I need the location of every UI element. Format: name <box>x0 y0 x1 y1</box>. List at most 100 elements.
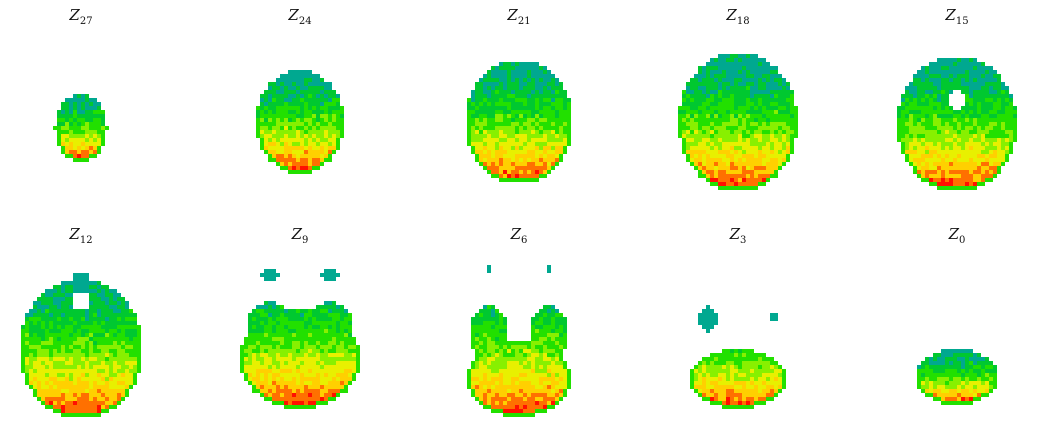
voxel <box>714 130 718 134</box>
voxel <box>905 110 909 114</box>
voxel <box>97 142 101 146</box>
voxel <box>344 377 348 381</box>
voxel <box>312 106 316 110</box>
voxel <box>57 333 61 337</box>
voxel <box>551 98 555 102</box>
voxel <box>945 134 949 138</box>
voxel <box>77 273 81 277</box>
voxel <box>981 122 985 126</box>
voxel <box>762 86 766 90</box>
voxel <box>276 98 280 102</box>
voxel <box>754 174 758 178</box>
voxel <box>989 166 993 170</box>
voxel <box>33 317 37 321</box>
voxel <box>256 130 260 134</box>
voxel <box>324 122 328 126</box>
voxel <box>790 150 794 154</box>
voxel <box>65 409 69 413</box>
voxel <box>57 329 61 333</box>
voxel <box>973 126 977 130</box>
voxel <box>260 321 264 325</box>
voxel <box>503 170 507 174</box>
voxel <box>933 154 937 158</box>
voxel <box>475 365 479 369</box>
voxel <box>535 150 539 154</box>
voxel <box>495 118 499 122</box>
voxel <box>766 74 770 78</box>
voxel <box>945 130 949 134</box>
voxel <box>957 142 961 146</box>
voxel <box>738 126 742 130</box>
voxel <box>129 325 133 329</box>
voxel <box>73 337 77 341</box>
voxel <box>304 150 308 154</box>
voxel <box>961 162 965 166</box>
voxel <box>272 82 276 86</box>
voxel <box>332 365 336 369</box>
voxel <box>93 413 97 417</box>
voxel <box>495 317 499 321</box>
voxel <box>304 401 308 405</box>
voxel <box>778 98 782 102</box>
voxel <box>722 54 726 58</box>
voxel <box>113 373 117 377</box>
voxel <box>997 166 1001 170</box>
voxel <box>503 82 507 86</box>
voxel <box>89 118 93 122</box>
voxel <box>555 401 559 405</box>
voxel <box>503 413 507 417</box>
voxel <box>738 106 742 110</box>
voxel <box>304 389 308 393</box>
voxel <box>499 146 503 150</box>
voxel <box>77 317 81 321</box>
voxel <box>344 369 348 373</box>
voxel <box>937 110 941 114</box>
voxel <box>774 130 778 134</box>
voxel <box>81 150 85 154</box>
voxel <box>531 154 535 158</box>
voxel <box>953 110 957 114</box>
voxel <box>515 70 519 74</box>
voxel <box>53 409 57 413</box>
voxel <box>316 114 320 118</box>
voxel <box>288 377 292 381</box>
voxel <box>85 130 89 134</box>
voxel <box>543 309 547 313</box>
voxel <box>352 337 356 341</box>
voxel <box>491 381 495 385</box>
voxel <box>479 349 483 353</box>
voxel <box>316 345 320 349</box>
voxel <box>551 146 555 150</box>
voxel <box>981 130 985 134</box>
voxel <box>300 313 304 317</box>
voxel <box>515 341 519 345</box>
voxel <box>61 102 65 106</box>
voxel <box>344 341 348 345</box>
voxel <box>300 166 304 170</box>
voxel <box>925 146 929 150</box>
voxel <box>491 377 495 381</box>
voxel <box>117 293 121 297</box>
voxel <box>949 146 953 150</box>
voxel <box>320 321 324 325</box>
voxel <box>941 154 945 158</box>
voxel <box>471 317 475 321</box>
voxel <box>547 98 551 102</box>
voxel <box>479 317 483 321</box>
voxel <box>985 118 989 122</box>
voxel <box>543 345 547 349</box>
voxel <box>718 182 722 186</box>
voxel <box>973 146 977 150</box>
voxel <box>121 333 125 337</box>
voxel <box>109 397 113 401</box>
voxel <box>503 337 507 341</box>
voxel <box>260 114 264 118</box>
voxel <box>535 126 539 130</box>
voxel <box>539 401 543 405</box>
voxel <box>101 321 105 325</box>
voxel <box>41 401 45 405</box>
voxel <box>65 102 69 106</box>
voxel <box>97 102 101 106</box>
voxel <box>543 174 547 178</box>
voxel <box>762 110 766 114</box>
